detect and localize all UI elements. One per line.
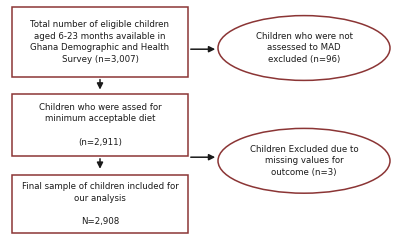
FancyBboxPatch shape <box>12 175 188 233</box>
Ellipse shape <box>218 16 390 80</box>
Text: Total number of eligible children
aged 6-23 months available in
Ghana Demographi: Total number of eligible children aged 6… <box>30 20 170 64</box>
Text: Children Excluded due to
missing values for
outcome (n=3): Children Excluded due to missing values … <box>250 144 358 177</box>
FancyBboxPatch shape <box>12 7 188 77</box>
Text: Final sample of children included for
our analysis

N=2,908: Final sample of children included for ou… <box>22 182 178 226</box>
Text: Children who were assed for
minimum acceptable diet

(n=2,911): Children who were assed for minimum acce… <box>39 103 161 147</box>
FancyBboxPatch shape <box>12 94 188 156</box>
Ellipse shape <box>218 128 390 193</box>
Text: Children who were not
assessed to MAD
excluded (n=96): Children who were not assessed to MAD ex… <box>256 32 352 64</box>
